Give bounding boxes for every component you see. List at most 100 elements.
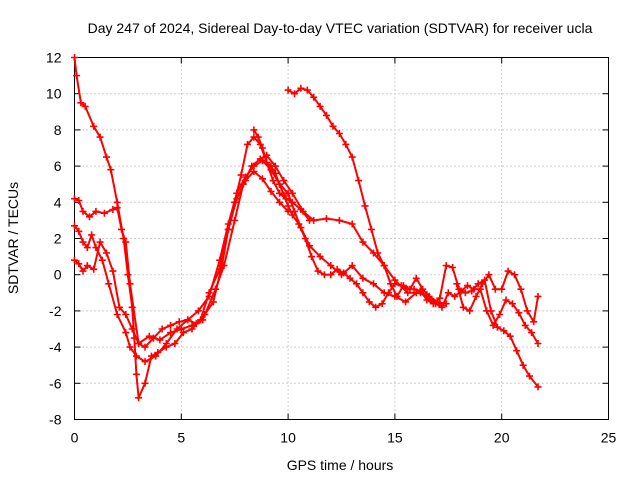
data-point-marker (534, 340, 542, 347)
data-point-marker (513, 347, 521, 355)
data-point-marker (90, 265, 98, 273)
data-point-marker (436, 294, 444, 302)
data-point-marker (404, 285, 412, 293)
data-point-marker (425, 292, 433, 300)
data-point-marker (105, 280, 113, 288)
data-point-marker (96, 238, 104, 246)
data-point-marker (171, 340, 179, 347)
data-point-marker (284, 202, 292, 210)
data-point-marker (132, 370, 140, 378)
y-tick-label: 6 (54, 158, 62, 174)
data-point-marker (128, 325, 136, 333)
data-point-marker (71, 222, 78, 230)
data-point-marker (466, 307, 474, 315)
data-point-marker (83, 262, 91, 270)
data-point-marker (511, 271, 518, 279)
data-point-marker (135, 394, 143, 402)
data-point-marker (372, 303, 380, 311)
data-point-marker (259, 157, 266, 165)
data-point-marker (297, 206, 305, 213)
data-point-marker (86, 213, 93, 221)
data-point-marker (276, 189, 284, 197)
data-point-marker (179, 329, 187, 337)
y-tick-label: -4 (49, 339, 62, 355)
data-point-marker (306, 216, 313, 224)
chart-title: Day 247 of 2024, Sidereal Day-to-day VTE… (88, 20, 593, 36)
data-point-marker (346, 274, 354, 282)
data-point-marker (301, 235, 309, 242)
x-tick-label: 25 (601, 430, 617, 446)
data-point-marker (348, 220, 356, 228)
data-point-marker (534, 383, 542, 391)
data-point-marker (530, 318, 538, 326)
data-point-marker (152, 352, 160, 360)
data-point-marker (113, 204, 121, 212)
data-point-marker (506, 332, 514, 340)
data-point-marker (73, 72, 81, 80)
data-point-marker (280, 191, 288, 199)
data-point-marker (267, 162, 275, 170)
data-point-marker (109, 206, 117, 213)
data-point-marker (295, 220, 303, 228)
y-axis-label: SDTVAR / TECUs (5, 182, 21, 294)
data-point-marker (109, 267, 117, 275)
data-point-marker (526, 372, 533, 380)
data-point-marker (316, 102, 324, 110)
data-point-marker (361, 202, 369, 210)
x-tick-label: 5 (177, 430, 185, 446)
data-point-marker (263, 159, 271, 166)
data-point-marker (158, 325, 166, 333)
data-point-marker (359, 238, 367, 246)
data-point-marker (451, 292, 459, 300)
data-point-marker (188, 321, 196, 329)
data-point-marker (528, 329, 536, 337)
data-point-marker (276, 180, 284, 188)
data-point-marker (205, 292, 213, 300)
data-point-marker (118, 225, 125, 233)
data-point-marker (122, 238, 130, 246)
data-point-marker (167, 321, 175, 329)
data-point-marker (485, 271, 493, 279)
data-point-marker (291, 90, 298, 98)
data-point-marker (468, 287, 476, 295)
data-point-marker (500, 327, 508, 335)
data-point-marker (453, 280, 461, 288)
data-point-marker (303, 86, 311, 94)
data-point-marker (493, 323, 501, 331)
x-tick-label: 20 (494, 430, 510, 446)
data-point-marker (297, 84, 305, 92)
data-point-marker (327, 262, 335, 270)
data-point-marker (145, 332, 153, 340)
data-point-marker (348, 153, 356, 161)
data-point-marker (175, 318, 183, 326)
data-point-marker (141, 358, 149, 366)
data-point-marker (291, 207, 298, 215)
x-tick-label: 15 (387, 430, 403, 446)
data-point-marker (449, 264, 457, 271)
data-point-marker (77, 99, 85, 107)
data-point-marker (126, 343, 134, 351)
data-point-marker (276, 198, 284, 206)
series-trace (74, 154, 447, 345)
data-point-marker (135, 340, 143, 347)
series-trace (253, 129, 539, 388)
series-trace (287, 87, 539, 345)
data-point-marker (103, 153, 110, 161)
y-tick-label: 10 (46, 86, 62, 102)
data-point-marker (521, 321, 529, 329)
data-point-marker (90, 122, 98, 130)
grid (74, 57, 609, 420)
data-point-marker (498, 285, 506, 293)
data-point-marker (459, 303, 467, 311)
data-point-marker (340, 269, 348, 277)
data-point-marker (267, 187, 275, 195)
data-point-marker (250, 162, 258, 170)
data-point-marker (523, 307, 531, 315)
data-point-marker (259, 144, 266, 152)
data-point-marker (370, 280, 377, 288)
data-point-marker (314, 267, 322, 275)
data-point-marker (423, 296, 431, 304)
data-point-marker (365, 298, 373, 306)
data-point-marker (508, 300, 516, 308)
data-point-marker (218, 262, 226, 270)
